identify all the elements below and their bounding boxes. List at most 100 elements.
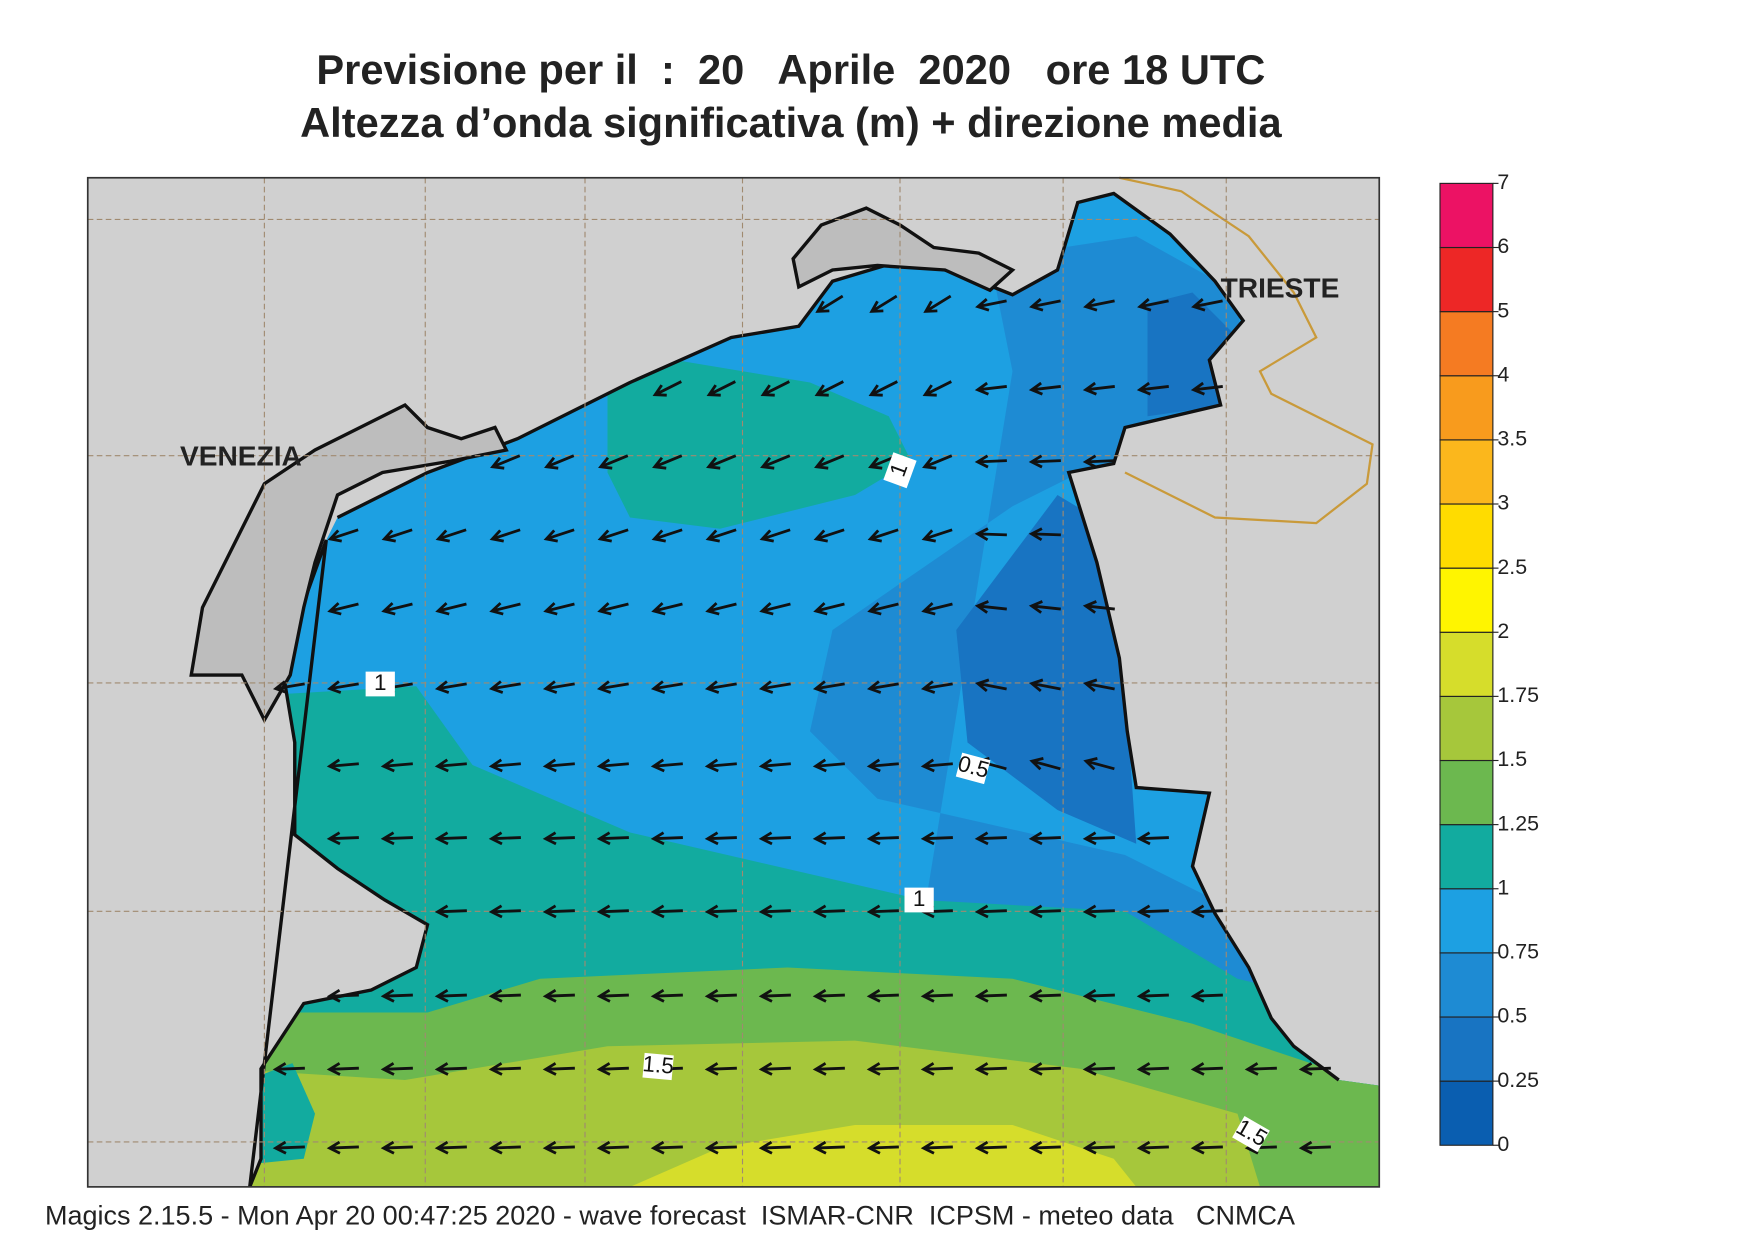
arrow [542, 831, 575, 846]
arrow [1136, 904, 1169, 919]
arrow [1136, 988, 1169, 1003]
arrow [1190, 381, 1223, 396]
colorbar-tick-label: 0 [1497, 1132, 1509, 1156]
arrow [435, 602, 467, 616]
patch [607, 360, 912, 529]
arrow [380, 758, 413, 773]
arrow [866, 680, 899, 694]
arrow [272, 680, 305, 694]
arrow [1028, 904, 1061, 919]
arrow [650, 831, 683, 846]
arrow [920, 831, 953, 846]
footer: Magics 2.15.5 - Mon Apr 20 00:47:25 2020… [45, 1200, 1295, 1230]
arrow [974, 527, 1007, 542]
arrow [1082, 1062, 1115, 1076]
arrow [758, 758, 791, 773]
arrow [488, 1062, 521, 1076]
colorbar-bin [1439, 695, 1494, 762]
arrow [650, 1140, 683, 1155]
arrow [651, 528, 683, 543]
arrow [704, 758, 737, 773]
arrow [1244, 1062, 1277, 1076]
arrow [812, 831, 845, 846]
colorbar-tick-label: 5 [1497, 298, 1509, 322]
arrow [920, 988, 953, 1003]
arrow [1190, 1062, 1223, 1076]
arrow [326, 680, 359, 694]
arrow [704, 831, 737, 846]
arrow [1083, 678, 1115, 693]
arrow [380, 831, 413, 846]
colorbar-bin [1439, 311, 1494, 377]
arrow [1028, 454, 1061, 469]
arrow [760, 454, 791, 470]
arrow [488, 831, 521, 846]
arrow [813, 528, 845, 543]
arrow [975, 298, 1007, 312]
arrow [868, 380, 898, 397]
colorbar-bin [1439, 182, 1494, 249]
arrow [704, 904, 737, 919]
arrow [1082, 1140, 1115, 1155]
colorbar-bin [1439, 1080, 1494, 1146]
arrow [1082, 831, 1115, 846]
arrow [434, 904, 467, 919]
arrow [705, 602, 737, 616]
arrow [596, 1140, 629, 1155]
arrow [759, 602, 791, 616]
arrow [920, 1062, 953, 1076]
arrow [866, 1140, 899, 1155]
arrow [866, 758, 899, 773]
arrow [490, 454, 521, 470]
arrow [1298, 1140, 1331, 1155]
arrow [326, 758, 359, 773]
contour-label-text: 1.5 [642, 1051, 675, 1079]
contour-label-text: 1 [374, 670, 387, 695]
arrow [650, 904, 683, 919]
colorbar-tick-label: 0.5 [1497, 1004, 1527, 1028]
arrow [922, 380, 952, 397]
arrow [921, 602, 953, 616]
arrow [866, 1062, 899, 1076]
arrows [272, 294, 1331, 1155]
colorbar-tick-label: 0.75 [1497, 940, 1539, 964]
arrow [327, 528, 359, 543]
arrow [866, 831, 899, 846]
arrow [1082, 904, 1115, 919]
arrow [380, 1062, 413, 1076]
arrow [489, 602, 521, 616]
arrow [650, 758, 683, 773]
arrow [434, 1140, 467, 1155]
arrow [543, 528, 575, 543]
subtitle: Altezza d’onda significativa (m) + direz… [300, 99, 1282, 146]
arrow [542, 680, 575, 694]
arrow [867, 528, 899, 543]
arrow [704, 1140, 737, 1155]
arrow [974, 1140, 1007, 1155]
arrow [542, 1062, 575, 1076]
arrow [1028, 831, 1061, 846]
colorbar-bin [1439, 1016, 1494, 1082]
map-frame [86, 176, 1381, 1188]
arrow [1083, 298, 1115, 312]
colorbar-bin [1439, 567, 1494, 633]
arrow [812, 988, 845, 1003]
colorbar-tick-label: 3.5 [1497, 427, 1527, 451]
colorbar: 0 0.25 0.5 0.75 1 1.25 1.5 1.75 2 2.5 3 3.5 4 5 6 7 [1439, 170, 1539, 1156]
arrow [597, 528, 629, 543]
arrow [923, 294, 952, 313]
arrow [705, 528, 737, 543]
arrow [434, 831, 467, 846]
colorbar-bin [1439, 439, 1494, 505]
arrow [381, 602, 413, 616]
arrow [758, 988, 791, 1003]
graticule [87, 177, 1380, 1187]
arrow [596, 1062, 629, 1076]
contour-label-text: 1 [913, 886, 926, 911]
arrow [1191, 298, 1223, 312]
arrow [435, 528, 467, 543]
arrow [812, 1062, 845, 1076]
title: Previsione per il : 20 Aprile 2020 ore 1… [316, 46, 1265, 93]
colorbar-tick-label: 3 [1497, 491, 1509, 515]
contour-label: 1.5 [642, 1051, 675, 1081]
